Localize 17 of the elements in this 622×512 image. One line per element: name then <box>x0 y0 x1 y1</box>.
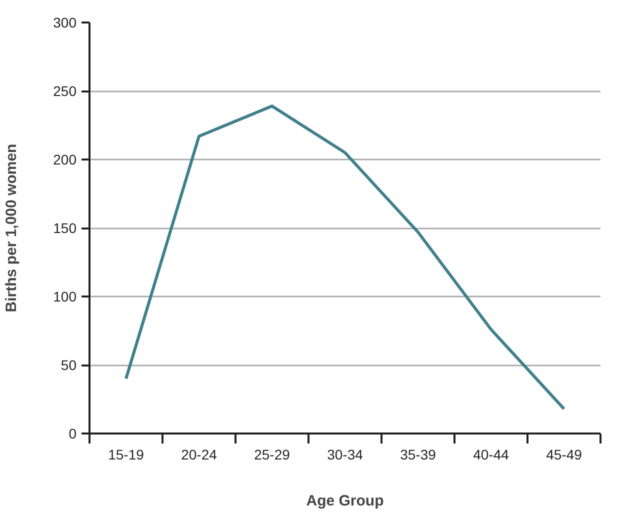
x-tick-label: 30-34 <box>327 446 364 462</box>
y-tick-label: 100 <box>53 288 77 304</box>
x-tick-label: 20-24 <box>181 446 218 462</box>
y-axis-title: Births per 1,000 women <box>3 144 20 312</box>
y-tick-label: 50 <box>60 357 77 373</box>
x-tick-label: 40-44 <box>473 446 510 462</box>
x-tick-label: 25-29 <box>254 446 290 462</box>
y-tick-label: 250 <box>53 83 77 99</box>
y-tick-label: 150 <box>53 220 77 236</box>
x-tick-label: 45-49 <box>546 446 582 462</box>
y-tick-label: 0 <box>68 426 77 442</box>
y-tick-label: 200 <box>53 152 77 168</box>
line-series <box>124 104 566 410</box>
x-tick-label: 15-19 <box>108 446 144 462</box>
x-axis-title: Age Group <box>306 492 384 510</box>
x-tick-label: 35-39 <box>400 446 436 462</box>
y-tick-label: 300 <box>53 14 77 30</box>
